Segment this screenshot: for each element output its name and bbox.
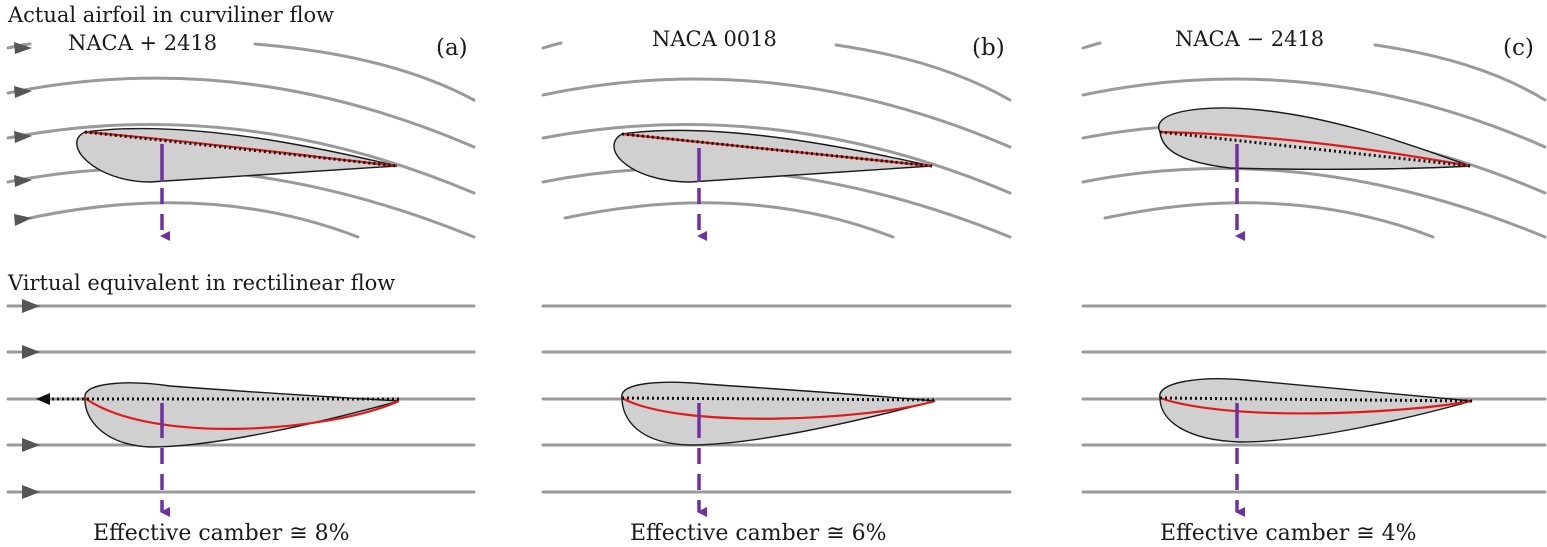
panel-a: NACA + 2418 (a) — [6, 31, 476, 546]
panel-a-tag: (a) — [436, 35, 468, 61]
panel-a-equivalent-camber-line — [84, 397, 400, 430]
panel-a-curved-streamlines — [6, 42, 476, 239]
panel-b-actual-chord-line — [621, 132, 933, 168]
panel-c: NACA − 2418 (c) — [1081, 27, 1547, 546]
panel-b-curved-streamlines — [541, 41, 1012, 239]
title-curvilinear: Actual airfoil in curviliner flow — [7, 3, 334, 27]
panel-c-actual-camber-line — [1159, 130, 1471, 168]
panel-c-tag: (c) — [1503, 35, 1534, 61]
panel-c-effective-camber: Effective camber ≅ 4% — [1160, 521, 1417, 546]
title-rectilinear: Virtual equivalent in rectilinear flow — [7, 271, 395, 295]
panel-a-actual-airfoil — [76, 127, 398, 183]
panel-a-effective-camber: Effective camber ≅ 8% — [93, 521, 350, 546]
panel-c-equivalent-camber-line — [1159, 396, 1473, 415]
panel-b-equivalent-camber-line — [621, 397, 936, 420]
panel-b-equivalent-chord-line — [621, 396, 936, 402]
panel-a-straight-streamlines — [6, 304, 476, 494]
panel-c-actual-airfoil — [1158, 107, 1471, 171]
panel-b-airfoil-name: NACA 0018 — [652, 27, 777, 51]
panel-b-effective-camber: Effective camber ≅ 6% — [630, 521, 887, 546]
panel-a-airfoil-name: NACA + 2418 — [68, 31, 217, 55]
panel-c-equivalent-airfoil — [1159, 378, 1473, 443]
panel-b-tag: (b) — [972, 35, 1005, 61]
panel-b: NACA 0018 (b) — [541, 27, 1012, 546]
panel-c-equivalent-chord-line — [1159, 396, 1473, 403]
panel-c-airfoil-name: NACA − 2418 — [1175, 27, 1324, 51]
panel-c-actual-chord-line — [1159, 130, 1471, 168]
panel-a-chord-extension-arrowhead — [36, 393, 50, 405]
panel-a-actual-chord-line — [84, 130, 398, 168]
panel-b-actual-airfoil — [613, 129, 933, 183]
panel-b-equivalent-airfoil — [621, 381, 936, 446]
panel-a-straight-flow-arrowheads — [22, 299, 40, 499]
panel-a-curved-flow-arrowheads — [14, 42, 32, 226]
